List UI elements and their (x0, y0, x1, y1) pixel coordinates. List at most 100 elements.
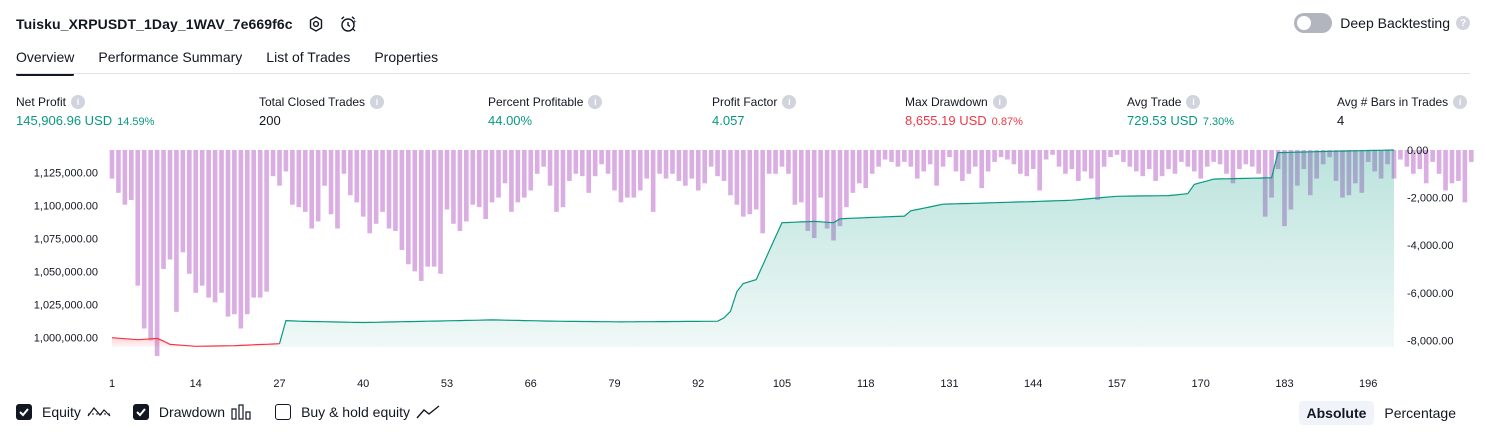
drawdown-bar (632, 150, 637, 198)
x-axis-tick-label: 196 (1359, 378, 1377, 390)
drawdown-bar (535, 150, 540, 174)
drawdown-bar (1115, 150, 1120, 155)
drawdown-bar (522, 150, 527, 198)
drawdown-bar (1018, 150, 1023, 174)
drawdown-bar (1140, 150, 1145, 176)
metric-value: 729.53 USD (1127, 113, 1198, 128)
drawdown-bar (380, 150, 385, 212)
drawdown-bar (780, 150, 785, 167)
drawdown-bar (1443, 150, 1448, 190)
drawdown-bar (1153, 150, 1158, 181)
x-axis-tick-label: 27 (273, 378, 285, 390)
drawdown-bar (979, 150, 984, 188)
drawdown-bar (999, 150, 1004, 157)
left-axis-tick-label: 1,050,000.00 (34, 267, 98, 279)
drawdown-bar (857, 150, 862, 183)
drawdown-bar (760, 150, 765, 233)
drawdown-bar (316, 150, 321, 221)
drawdown-bar (354, 150, 359, 202)
info-icon[interactable]: i (588, 95, 602, 109)
metric-profit-factor: Profit Factor i 4.057 (712, 94, 796, 128)
info-icon[interactable]: i (71, 95, 85, 109)
drawdown-bar (818, 150, 823, 198)
left-axis-tick-label: 1,100,000.00 (34, 201, 98, 213)
legend-label: Buy & hold equity (301, 404, 410, 420)
metric-value: 8,655.19 USD (905, 113, 987, 128)
tab-performance-summary[interactable]: Performance Summary (98, 44, 242, 74)
drawdown-bar (348, 150, 353, 195)
percentage-button[interactable]: Percentage (1376, 401, 1464, 425)
metric-percent-profitable: Percent Profitable i 44.00% (488, 94, 602, 128)
info-icon[interactable]: i (993, 95, 1007, 109)
buy-hold-checkbox[interactable] (275, 404, 291, 420)
drawdown-bar (1082, 150, 1087, 171)
right-axis-tick-label: -2,000.00 (1407, 193, 1453, 205)
drawdown-bar (367, 150, 372, 233)
drawdown-bar (387, 150, 392, 229)
equity-checkbox[interactable] (16, 404, 32, 420)
equity-drawdown-chart[interactable]: 1,125,000.00 1,100,000.00 1,075,000.00 1,05… (0, 140, 1486, 400)
x-axis-tick-label: 131 (940, 378, 958, 390)
drawdown-bar (644, 150, 649, 179)
x-axis-tick-label: 79 (608, 378, 620, 390)
info-icon[interactable]: i (1453, 95, 1467, 109)
drawdown-bar (1237, 150, 1242, 169)
tab-list-of-trades[interactable]: List of Trades (266, 44, 350, 74)
absolute-button[interactable]: Absolute (1299, 401, 1375, 425)
drawdown-bar (232, 150, 237, 314)
info-icon[interactable]: i (370, 95, 384, 109)
drawdown-bar (264, 150, 269, 292)
drawdown-bar (741, 150, 746, 217)
legend-label: Drawdown (159, 404, 225, 420)
help-icon[interactable]: ? (1456, 16, 1470, 30)
info-icon[interactable]: i (782, 95, 796, 109)
gear-icon[interactable] (307, 15, 325, 33)
metric-value: 200 (259, 113, 281, 128)
drawdown-bar (1211, 150, 1216, 162)
drawdown-bar (612, 150, 617, 190)
chart-legend: Equity Drawdown Buy & hold equity (16, 404, 462, 420)
drawdown-bar (677, 150, 682, 181)
drawdown-bar (670, 150, 675, 174)
legend-equity[interactable]: Equity (16, 404, 111, 420)
metric-total-closed-trades: Total Closed Trades i 200 (259, 94, 384, 128)
legend-buy-hold[interactable]: Buy & hold equity (275, 404, 440, 420)
drawdown-bar (1192, 150, 1197, 171)
x-axis: 1 14 27 40 53 66 79 92 105 118 131 144 157 170 183 196 (109, 378, 1377, 390)
x-axis-tick-label: 14 (190, 378, 202, 390)
drawdown-bar (915, 150, 920, 179)
drawdown-bar (593, 150, 598, 176)
drawdown-bar (715, 150, 720, 176)
drawdown-checkbox[interactable] (133, 404, 149, 420)
drawdown-bar (1076, 150, 1081, 181)
alarm-clock-icon[interactable]: + (339, 15, 357, 33)
drawdown-bar (728, 150, 733, 195)
tab-properties[interactable]: Properties (374, 44, 438, 74)
left-axis: 1,125,000.00 1,100,000.00 1,075,000.00 1,05… (34, 168, 98, 345)
drawdown-bar (638, 150, 643, 190)
drawdown-bar (219, 150, 224, 293)
deep-backtesting-label: Deep Backtesting (1340, 15, 1450, 31)
tab-overview[interactable]: Overview (16, 44, 74, 74)
drawdown-bar (277, 150, 282, 186)
drawdown-bar (477, 150, 482, 207)
metric-avg-bars-in-trades: Avg # Bars in Trades i 4 (1337, 94, 1467, 128)
legend-drawdown[interactable]: Drawdown (133, 404, 253, 420)
svg-text:+: + (352, 19, 356, 26)
drawdown-bar (168, 150, 173, 259)
strategy-header: Tuisku_XRPUSDT_1Day_1WAV_7e669f6c + (16, 12, 357, 36)
deep-backtesting-toggle[interactable] (1294, 13, 1332, 33)
left-axis-tick-label: 1,000,000.00 (34, 333, 98, 345)
drawdown-bar (664, 150, 669, 179)
x-axis-tick-label: 92 (692, 378, 704, 390)
metric-label: Profit Factor (712, 95, 777, 109)
drawdown-bar (335, 150, 340, 229)
x-axis-tick-label: 40 (357, 378, 369, 390)
drawdown-bar (451, 150, 456, 224)
drawdown-bar (561, 150, 566, 207)
drawdown-bar (902, 150, 907, 162)
drawdown-bar (1005, 150, 1010, 160)
drawdown-bar (110, 150, 115, 179)
drawdown-bar (393, 150, 398, 231)
info-icon[interactable]: i (1186, 95, 1200, 109)
